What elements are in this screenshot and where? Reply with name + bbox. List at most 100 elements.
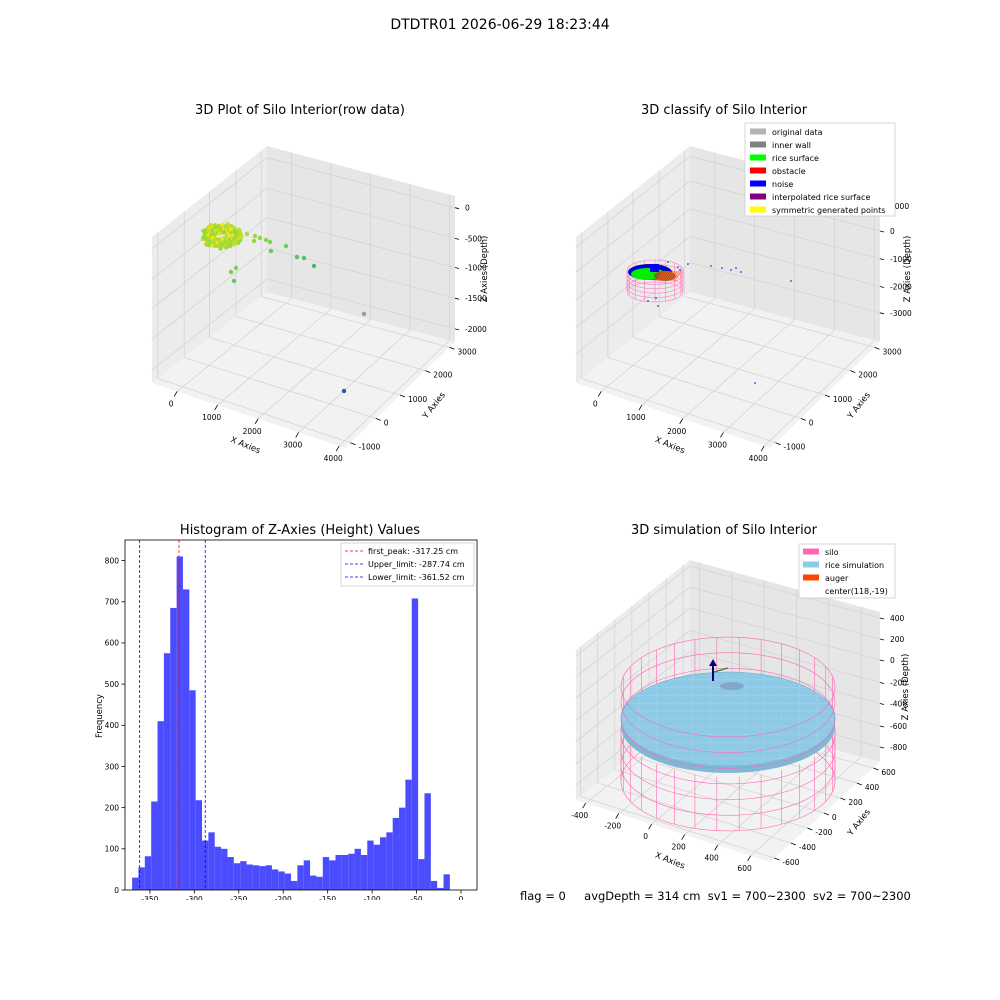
legend-label: rice surface: [772, 154, 819, 163]
z-tick-label: -600: [890, 722, 907, 731]
panel3-title: Histogram of Z-Axies (Height) Values: [179, 523, 421, 538]
x-tick: [173, 391, 178, 397]
z-tick-label: -2000: [890, 283, 912, 292]
z-tick: [454, 328, 460, 331]
x-tick-label: 0: [593, 399, 598, 408]
interpolated-surface-region: [654, 271, 676, 281]
y-tick: [850, 370, 856, 373]
x-tick-label: 3000: [708, 440, 727, 449]
z-axis-label: Z Axies (Depth): [903, 236, 913, 303]
raw-data-point: [341, 388, 347, 394]
y-axis-label: Frequency: [95, 694, 105, 738]
histogram-bar: [437, 887, 444, 890]
z-tick-label: 400: [890, 614, 905, 623]
x-tick-label: -200: [275, 895, 292, 900]
noise-point: [735, 267, 737, 269]
x-tick-label: -250: [230, 895, 247, 900]
x-tick-label: 4000: [324, 454, 343, 463]
legend-swatch: [750, 128, 766, 135]
noise-point: [721, 267, 723, 269]
y-tick: [774, 857, 780, 861]
x-tick: [254, 418, 259, 424]
raw-data-point: [267, 239, 273, 245]
y-tick: [350, 442, 356, 446]
y-tick: [375, 417, 381, 421]
z-tick: [879, 286, 885, 288]
histogram-bar: [246, 864, 253, 890]
obstacle-hatch: [672, 270, 680, 282]
y-tick-label: -400: [799, 843, 816, 852]
histogram-bar: [271, 869, 279, 890]
y-tick-label: 700: [105, 598, 120, 607]
histogram-bar: [341, 855, 349, 890]
histogram-bar: [291, 880, 298, 890]
rice-surface-point: [204, 242, 209, 247]
z-tick: [879, 638, 885, 641]
histogram-bar: [392, 817, 400, 890]
histogram-bar: [386, 832, 393, 890]
y-tick: [823, 812, 830, 816]
legend-swatch: [750, 141, 766, 148]
rice-surface-point: [224, 235, 229, 240]
legend-label: first_peak: -317.25 cm: [368, 547, 458, 556]
y-tick-label: 1000: [833, 395, 852, 404]
z-gridline: [151, 157, 456, 250]
panel4-title: 3D simulation of Silo Interior: [631, 523, 817, 538]
y-gridline: [184, 357, 376, 419]
y-tick-label: 400: [865, 783, 880, 792]
z-tick-label: -1000: [465, 264, 487, 273]
histogram-bar: [297, 865, 304, 890]
y-gridline: [684, 296, 875, 348]
y-gridline: [659, 316, 851, 372]
histogram-bar: [360, 855, 368, 890]
auger-shadow: [720, 682, 744, 690]
noise-point: [687, 263, 689, 265]
status-sv1: sv1 = 700~2300: [707, 889, 806, 903]
histogram-bar: [316, 876, 323, 890]
y-tick-label: 2000: [433, 371, 452, 380]
z-tick: [879, 725, 885, 728]
x-gridline: [750, 756, 862, 857]
noise-point: [730, 269, 732, 271]
z-tick: [879, 682, 885, 684]
z-tick: [454, 207, 460, 210]
noise-point: [710, 265, 712, 267]
raw-data-point: [244, 231, 250, 237]
raw-data-point: [294, 254, 300, 260]
y-tick-label: 100: [105, 845, 120, 854]
legend-swatch: [750, 154, 766, 161]
z-tick-label: 200: [890, 635, 905, 644]
y-tick-label: 1000: [408, 395, 427, 404]
y-tick-label: 400: [105, 721, 120, 730]
y-tick-label: -200: [815, 828, 832, 837]
x-tick: [714, 845, 718, 851]
z-tick-label: 1000: [890, 202, 909, 211]
center-marker: [713, 667, 729, 673]
x-tick-label: 600: [737, 864, 752, 873]
histogram-bar: [443, 874, 450, 890]
x-tick: [679, 418, 684, 424]
y-tick: [840, 797, 846, 801]
z-gridline: [575, 586, 881, 678]
z-gridline: [575, 607, 881, 699]
y-gridline: [235, 316, 426, 372]
y-tick-label: 0: [832, 813, 837, 822]
z-gridline: [575, 262, 881, 355]
silo-wire-ring-front: [620, 749, 836, 800]
histogram-bar: [138, 867, 145, 890]
z-gridline: [151, 217, 456, 309]
z-tick: [454, 237, 460, 240]
noise-point: [647, 300, 649, 302]
histogram-bar: [310, 875, 317, 890]
auger-arrow: [709, 659, 717, 666]
legend-label: interpolated rice surface: [772, 193, 870, 202]
z-gridline: [575, 208, 881, 301]
z-tick-label: -800: [890, 743, 907, 752]
x-tick: [582, 802, 587, 809]
histogram-bar: [170, 607, 177, 890]
x-tick-label: 1000: [202, 413, 221, 422]
silo-classify-3d-plot: 0 1000 2000 3000 4000 -1000 0 1000 2000 3000 1000 0…: [575, 122, 913, 463]
panel2-title: 3D classify of Silo Interior: [640, 103, 808, 118]
y-tick: [873, 767, 879, 771]
y-gridline: [209, 337, 401, 396]
